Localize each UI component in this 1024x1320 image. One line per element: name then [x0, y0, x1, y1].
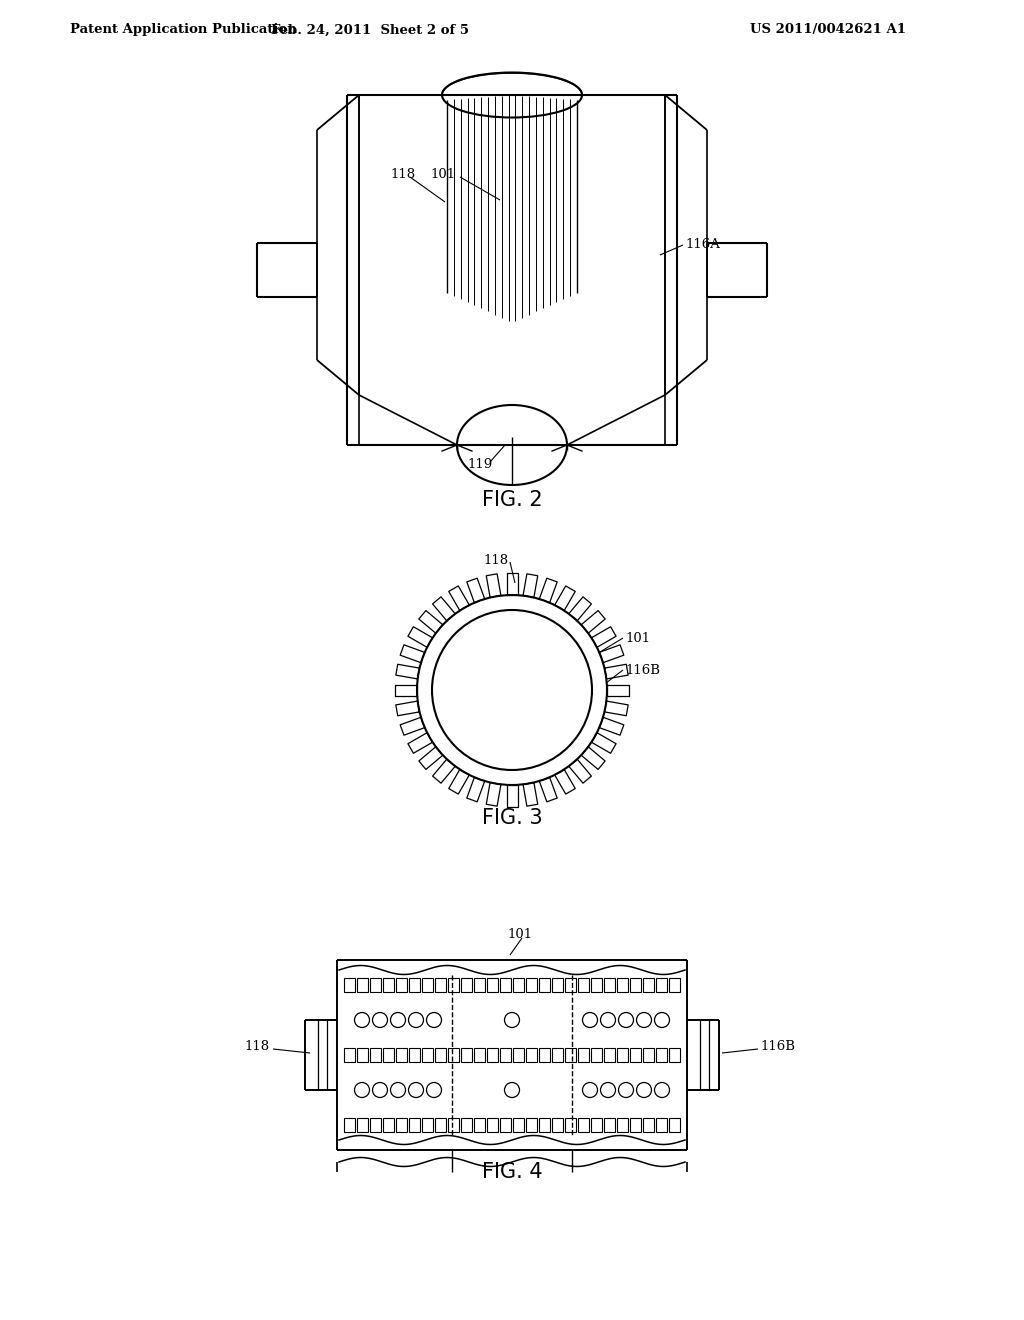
Bar [371, 1118, 381, 1133]
Bar [474, 978, 484, 993]
Text: Feb. 24, 2011  Sheet 2 of 5: Feb. 24, 2011 Sheet 2 of 5 [271, 24, 469, 37]
Bar [591, 1118, 602, 1133]
Bar [604, 1048, 614, 1063]
Bar [435, 1118, 445, 1133]
Bar [461, 1118, 472, 1133]
Bar [357, 1048, 368, 1063]
Bar [449, 1048, 459, 1063]
Bar [552, 1048, 563, 1063]
Bar [617, 978, 628, 993]
Bar [565, 1048, 575, 1063]
Bar [656, 978, 667, 993]
Bar [643, 978, 653, 993]
Bar [487, 1048, 498, 1063]
Bar [410, 1048, 420, 1063]
Bar [565, 1118, 575, 1133]
Bar [565, 978, 575, 993]
Text: 101: 101 [430, 169, 455, 181]
Bar [630, 978, 641, 993]
Bar [579, 1048, 589, 1063]
Text: FIG. 3: FIG. 3 [481, 808, 543, 828]
Text: 118: 118 [245, 1040, 270, 1053]
Bar [396, 1118, 407, 1133]
Text: FIG. 4: FIG. 4 [481, 1162, 543, 1181]
Bar [591, 1048, 602, 1063]
Bar [526, 1118, 537, 1133]
Bar [501, 1118, 511, 1133]
Bar [643, 1048, 653, 1063]
Bar [357, 978, 368, 993]
Text: 119: 119 [467, 458, 493, 471]
Bar [630, 1048, 641, 1063]
Bar [449, 978, 459, 993]
Bar [371, 978, 381, 993]
Text: FIG. 2: FIG. 2 [481, 490, 543, 510]
Bar [383, 1118, 394, 1133]
Bar [474, 1048, 484, 1063]
Bar [422, 1048, 433, 1063]
Bar [513, 1048, 523, 1063]
Bar [617, 1048, 628, 1063]
Bar [670, 1118, 680, 1133]
Bar [591, 978, 602, 993]
Bar [435, 1048, 445, 1063]
Bar [357, 1118, 368, 1133]
Bar [461, 1048, 472, 1063]
Bar [513, 978, 523, 993]
Bar [487, 978, 498, 993]
Text: 118: 118 [483, 553, 509, 566]
Bar [552, 1118, 563, 1133]
Bar [422, 1118, 433, 1133]
Bar [617, 1118, 628, 1133]
Bar [383, 978, 394, 993]
Bar [487, 1118, 498, 1133]
Bar [449, 1118, 459, 1133]
Text: 118: 118 [390, 169, 415, 181]
Bar [410, 978, 420, 993]
Text: 116B: 116B [625, 664, 660, 676]
Text: Patent Application Publication: Patent Application Publication [70, 24, 297, 37]
Bar [383, 1048, 394, 1063]
Bar [422, 978, 433, 993]
Bar [396, 1048, 407, 1063]
Bar [540, 978, 550, 993]
Bar [526, 978, 537, 993]
Bar [344, 1048, 354, 1063]
Bar [540, 1048, 550, 1063]
Bar [579, 1118, 589, 1133]
Bar [344, 1118, 354, 1133]
Text: 101: 101 [625, 631, 650, 644]
Bar [656, 1048, 667, 1063]
Bar [630, 1118, 641, 1133]
Bar [513, 1118, 523, 1133]
Bar [474, 1118, 484, 1133]
Bar [670, 978, 680, 993]
Bar [604, 978, 614, 993]
Bar [344, 978, 354, 993]
Bar [461, 978, 472, 993]
Bar [540, 1118, 550, 1133]
Bar [604, 1118, 614, 1133]
Bar [501, 1048, 511, 1063]
Bar [435, 978, 445, 993]
Bar [579, 978, 589, 993]
Bar [501, 978, 511, 993]
Bar [371, 1048, 381, 1063]
Bar [656, 1118, 667, 1133]
Bar [670, 1048, 680, 1063]
Text: 116B: 116B [760, 1040, 795, 1053]
Bar [526, 1048, 537, 1063]
Bar [410, 1118, 420, 1133]
Text: US 2011/0042621 A1: US 2011/0042621 A1 [750, 24, 906, 37]
Bar [643, 1118, 653, 1133]
Text: 116A: 116A [685, 239, 720, 252]
Bar [552, 978, 563, 993]
Bar [396, 978, 407, 993]
Text: 101: 101 [508, 928, 532, 941]
